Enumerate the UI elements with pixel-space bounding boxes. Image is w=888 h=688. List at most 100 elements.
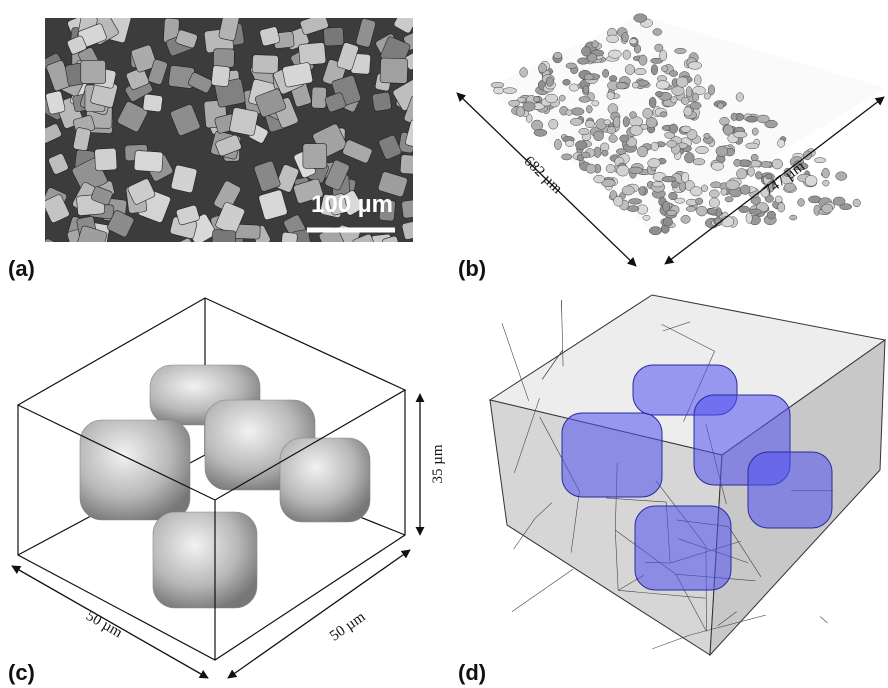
crystal [584, 119, 595, 128]
crystal [107, 210, 135, 238]
crystal [133, 150, 164, 173]
crystal [662, 200, 671, 213]
crystal [703, 92, 711, 100]
crystal [584, 73, 594, 81]
crystal [565, 62, 577, 69]
crystal [695, 146, 709, 155]
crystal [654, 43, 664, 52]
dimension-label: 50 µm [83, 608, 125, 642]
crystal [720, 215, 735, 228]
mesh-edge [501, 323, 529, 401]
crystal [633, 13, 648, 23]
crystal [323, 27, 345, 47]
crystal [170, 164, 198, 194]
dimension-label: 682 µm [520, 153, 565, 197]
crystal [670, 96, 678, 104]
crystal [562, 79, 571, 86]
crystal [175, 29, 198, 49]
crystal [45, 194, 70, 223]
crystal [652, 28, 662, 36]
panel-label: (d) [458, 660, 486, 685]
mesh-edge [728, 526, 762, 577]
crystal [565, 140, 575, 147]
crystal [218, 18, 240, 41]
crystal [684, 152, 695, 164]
scale-bar-label: 100 µm [311, 191, 393, 218]
crystal [621, 32, 629, 43]
crystal [629, 111, 637, 119]
crystal [554, 138, 562, 150]
mesh-edge [541, 349, 563, 380]
dimension-arrow [456, 92, 637, 267]
crystal [701, 184, 709, 192]
crystal [685, 86, 693, 98]
crystal [280, 231, 298, 242]
crystal [522, 101, 536, 112]
crystal [559, 94, 566, 102]
crystal [561, 412, 663, 498]
crystal [586, 53, 598, 63]
crystal [707, 84, 715, 96]
crystal [733, 158, 741, 167]
crystal [616, 148, 627, 155]
crystal [634, 505, 732, 591]
crystal [251, 54, 279, 74]
crystal [130, 44, 158, 73]
crystal [745, 142, 760, 150]
crystal [650, 141, 659, 151]
crystal [371, 91, 392, 112]
crystal [634, 67, 647, 76]
crystals [79, 364, 371, 609]
crystal [628, 166, 643, 174]
crystal [405, 119, 413, 148]
crystal [378, 134, 402, 160]
crystal [835, 171, 848, 181]
mesh-edge [690, 614, 766, 636]
crystal [377, 171, 408, 198]
crystal [80, 59, 106, 84]
crystal [652, 181, 664, 188]
crystal [328, 193, 348, 216]
crystal [606, 34, 620, 44]
crystal [624, 64, 636, 75]
crystal [687, 61, 703, 70]
crystal [832, 196, 846, 206]
crystal [789, 214, 798, 221]
crystal [533, 129, 548, 137]
crystal [582, 85, 590, 94]
mesh-edge [514, 398, 540, 474]
crystal [211, 65, 231, 87]
crystal [253, 160, 281, 192]
crystal [94, 147, 118, 171]
crystal [127, 178, 156, 205]
crystal [591, 100, 600, 107]
crystal [669, 70, 679, 77]
crystal [631, 81, 640, 89]
dimension-arrow [664, 96, 885, 265]
crystal [393, 18, 413, 34]
mesh-edge [570, 491, 580, 553]
crystal [821, 167, 830, 179]
crystal [152, 511, 258, 609]
crystal [568, 83, 580, 92]
crystal [586, 105, 593, 114]
crystal [655, 80, 670, 90]
crystal [293, 178, 324, 204]
crystal [745, 212, 753, 224]
crystal [570, 107, 585, 116]
crystal [613, 116, 621, 128]
crystal [797, 198, 805, 207]
crystal [298, 42, 327, 66]
crystal [279, 437, 371, 523]
crystal [751, 127, 759, 136]
crystal [626, 205, 640, 212]
crystal [548, 119, 559, 130]
crystal [519, 67, 528, 78]
crystal [213, 48, 235, 68]
crystal [516, 106, 525, 117]
crystal [749, 208, 762, 215]
crystal [822, 179, 830, 187]
mesh-edge [717, 611, 737, 626]
crystal [679, 181, 686, 192]
crystal [655, 91, 663, 97]
